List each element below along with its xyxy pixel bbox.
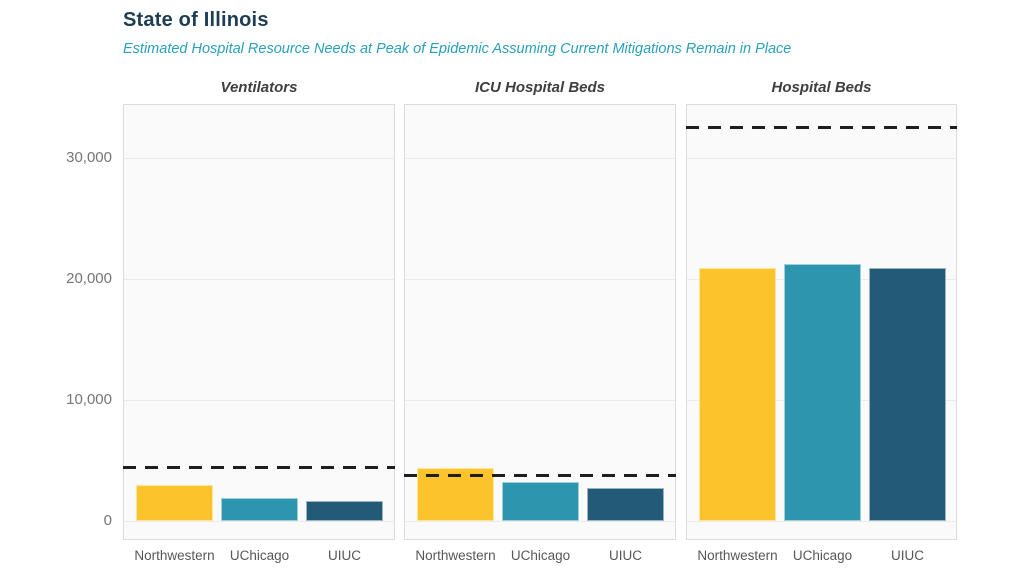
facet-title: ICU Hospital Beds: [474, 79, 606, 96]
x-axis-category-label: UIUC: [891, 548, 924, 563]
chart-subtitle: Estimated Hospital Resource Needs at Pea…: [123, 41, 792, 57]
bar-uiuc: [306, 501, 383, 521]
chart-title: State of Illinois: [123, 9, 269, 31]
x-axis-category-label: Northwestern: [415, 548, 496, 563]
facet-panel: [123, 104, 395, 540]
x-axis-category-label: UIUC: [328, 548, 361, 563]
bar-northwestern: [699, 268, 776, 521]
gridline: [124, 521, 394, 522]
facet-title: Ventilators: [220, 79, 298, 96]
bar-northwestern: [136, 485, 213, 521]
x-axis-category-label: UChicago: [229, 548, 290, 563]
x-axis-category-label: UChicago: [792, 548, 853, 563]
gridline: [124, 279, 394, 280]
bar-uiuc: [587, 488, 664, 521]
y-axis-tick-label: 10,000: [66, 391, 112, 408]
gridline: [405, 158, 675, 159]
y-axis-tick-label: 30,000: [66, 149, 112, 166]
bar-uchicago: [502, 482, 579, 521]
facet-panel: [404, 104, 676, 540]
x-axis-category-label: Northwestern: [697, 548, 778, 563]
facet-title: Hospital Beds: [771, 79, 872, 96]
y-axis-tick-label: 0: [103, 512, 112, 529]
gridline: [405, 521, 675, 522]
x-axis-category-label: Northwestern: [134, 548, 215, 563]
bar-uchicago: [221, 498, 298, 521]
bar-uiuc: [869, 268, 946, 521]
gridline: [405, 400, 675, 401]
gridline: [405, 279, 675, 280]
y-axis-tick-label: 20,000: [66, 270, 112, 287]
capacity-dashed-line: [404, 474, 676, 478]
gridline: [687, 158, 956, 159]
bar-uchicago: [784, 264, 861, 521]
gridline: [124, 400, 394, 401]
capacity-dashed-line: [123, 466, 395, 470]
gridline: [687, 521, 956, 522]
capacity-dashed-line: [686, 126, 957, 130]
x-axis-category-label: UChicago: [510, 548, 571, 563]
x-axis-category-label: UIUC: [609, 548, 642, 563]
gridline: [124, 158, 394, 159]
